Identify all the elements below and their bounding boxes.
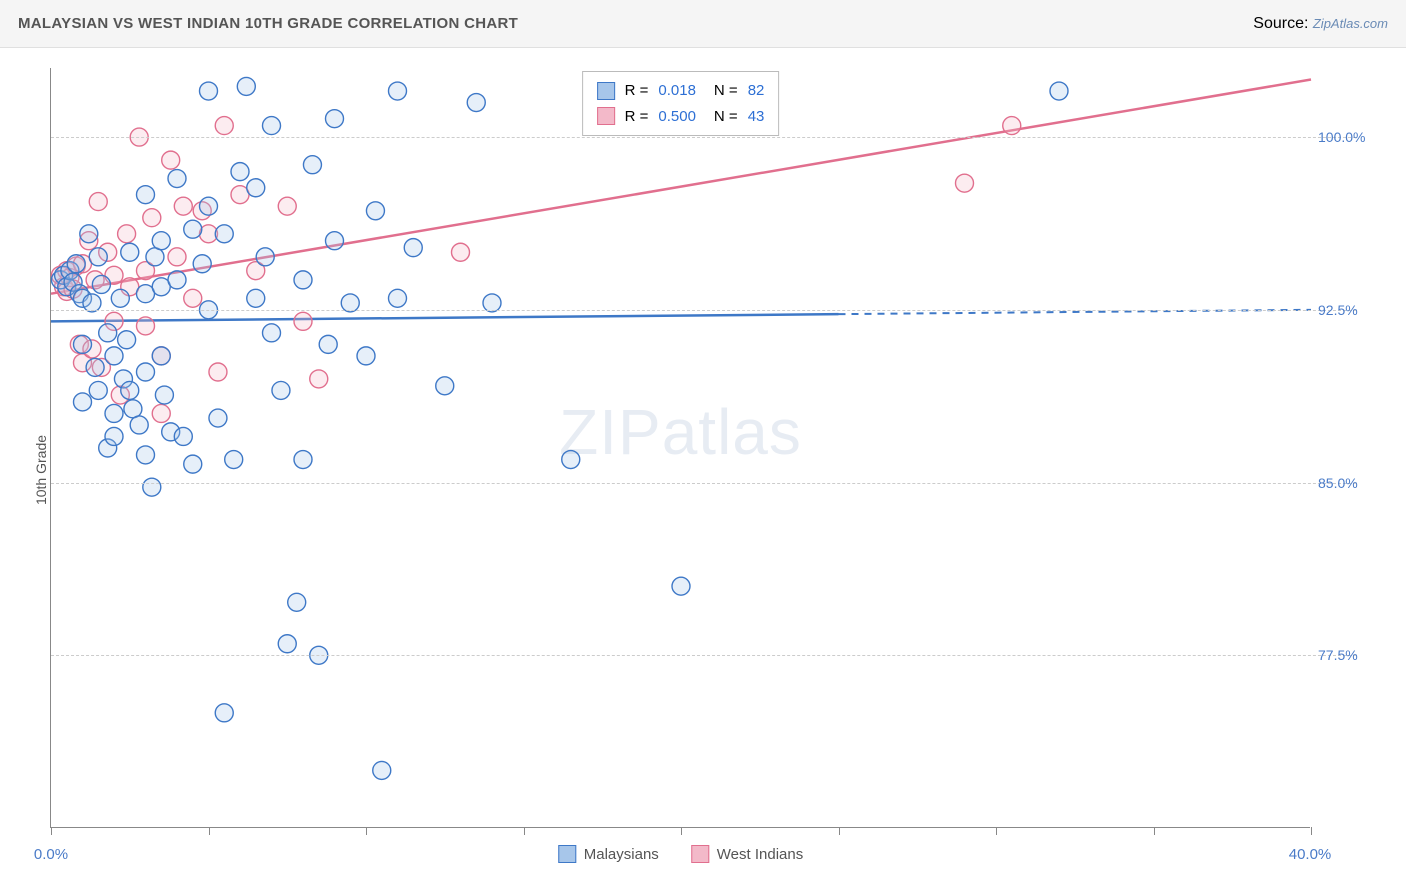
y-tick-label: 92.5%	[1318, 302, 1398, 318]
legend-item-malaysians: Malaysians	[558, 845, 659, 863]
n-value: 82	[748, 78, 765, 104]
x-tick	[1154, 827, 1155, 835]
swatch-west-indians	[691, 845, 709, 863]
n-value: 43	[748, 104, 765, 130]
r-value: 0.018	[658, 78, 696, 104]
series-legend: Malaysians West Indians	[558, 845, 803, 863]
y-axis-label: 10th Grade	[33, 435, 49, 505]
x-axis-min-label: 0.0%	[34, 846, 68, 863]
r-label: R =	[625, 104, 649, 130]
plot-svg	[51, 68, 1310, 827]
source-prefix: Source:	[1253, 15, 1313, 32]
x-tick	[366, 827, 367, 835]
r-value: 0.500	[658, 104, 696, 130]
chart-title: MALAYSIAN VS WEST INDIAN 10TH GRADE CORR…	[18, 15, 518, 32]
gridline-h	[51, 137, 1356, 138]
x-tick	[1311, 827, 1312, 835]
gridline-h	[51, 483, 1356, 484]
x-tick	[996, 827, 997, 835]
x-tick	[524, 827, 525, 835]
plot-region: ZIPatlas R = 0.018 N = 82 R = 0.500 N = …	[50, 68, 1310, 828]
x-tick	[681, 827, 682, 835]
n-label: N =	[714, 78, 738, 104]
swatch-malaysians	[558, 845, 576, 863]
y-tick-label: 85.0%	[1318, 475, 1398, 491]
gridline-h	[51, 655, 1356, 656]
x-axis-max-label: 40.0%	[1289, 846, 1332, 863]
source-citation: Source: ZipAtlas.com	[1253, 15, 1388, 33]
source-link[interactable]: ZipAtlas.com	[1313, 16, 1388, 31]
legend-item-west-indians: West Indians	[691, 845, 803, 863]
swatch-west-indians	[597, 107, 615, 125]
legend-row-malaysians: R = 0.018 N = 82	[597, 78, 765, 104]
chart-header: MALAYSIAN VS WEST INDIAN 10TH GRADE CORR…	[0, 0, 1406, 48]
x-tick	[209, 827, 210, 835]
y-tick-label: 100.0%	[1318, 129, 1398, 145]
x-tick	[51, 827, 52, 835]
regression-legend: R = 0.018 N = 82 R = 0.500 N = 43	[582, 71, 780, 136]
chart-area: 10th Grade ZIPatlas R = 0.018 N = 82 R =…	[0, 48, 1406, 892]
n-label: N =	[714, 104, 738, 130]
legend-label: West Indians	[717, 846, 803, 863]
legend-row-west-indians: R = 0.500 N = 43	[597, 104, 765, 130]
legend-label: Malaysians	[584, 846, 659, 863]
y-tick-label: 77.5%	[1318, 647, 1398, 663]
swatch-malaysians	[597, 82, 615, 100]
r-label: R =	[625, 78, 649, 104]
gridline-h	[51, 310, 1356, 311]
x-tick	[839, 827, 840, 835]
